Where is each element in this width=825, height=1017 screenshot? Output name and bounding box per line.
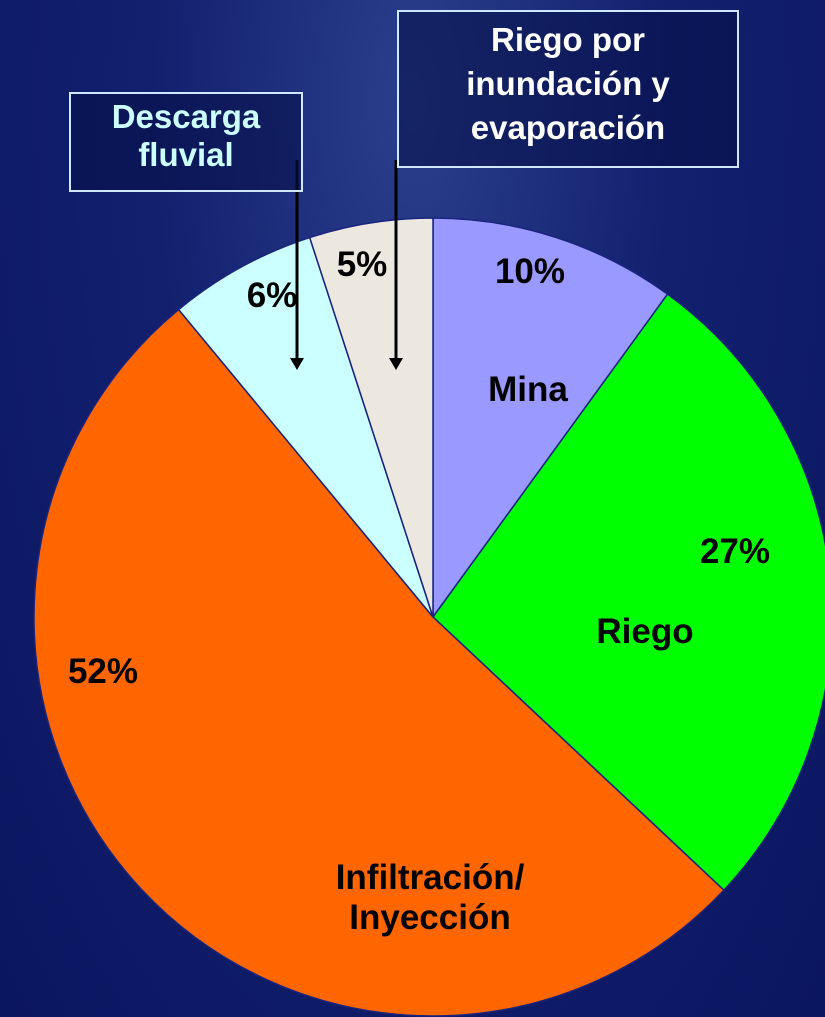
pie-slice [432,293,825,892]
value-label: 52% [67,652,139,691]
arrow-head [290,358,304,370]
value-label: 10% [494,252,566,291]
value-label: 5% [336,245,388,284]
pie-slice [308,217,434,618]
category-label: Riego [596,612,694,651]
value-label: 6% [246,276,298,315]
category-label: Riego por inundación y evaporación [397,10,739,168]
category-label: Descarga fluvial [69,92,303,192]
value-label: 27% [699,532,771,571]
pie-slice [177,236,434,618]
category-label: Infiltración/ Inyección [335,858,525,937]
arrow-head [389,358,403,370]
category-label: Mina [488,370,568,409]
pie-slice [33,308,725,1017]
pie-slice [432,217,669,620]
